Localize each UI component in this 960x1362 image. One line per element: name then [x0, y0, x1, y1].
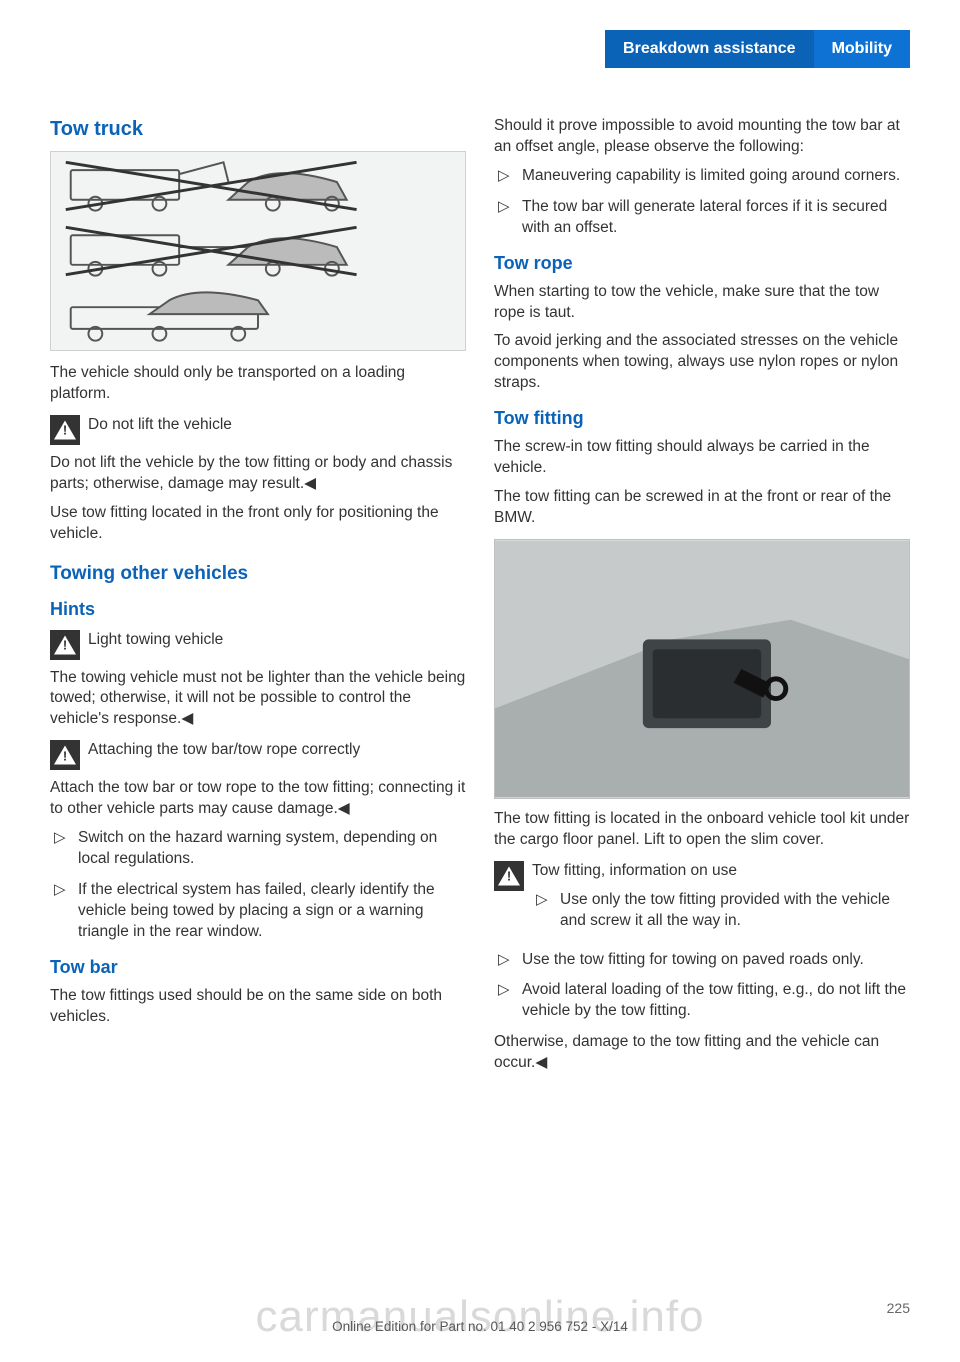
- warning-title: Light towing vehicle: [88, 630, 466, 651]
- list-item: If the electrical system has failed, cle…: [54, 880, 466, 943]
- paragraph: The screw-in tow fitting should always b…: [494, 437, 910, 479]
- warning-icon: [50, 740, 80, 770]
- hints-list: Switch on the hazard warning system, dep…: [50, 828, 466, 943]
- list-item: The tow bar will generate lateral forces…: [498, 197, 910, 239]
- paragraph: The tow fitting is located in the onboar…: [494, 809, 910, 851]
- warning-body: Attach the tow bar or tow rope to the to…: [50, 778, 466, 820]
- tow-fitting-list-cont: Use the tow fitting for towing on paved …: [494, 950, 910, 1023]
- warning-title: Attaching the tow bar/tow rope correctly: [88, 740, 466, 761]
- page-number: 225: [887, 1300, 910, 1316]
- heading-hints: Hints: [50, 599, 466, 620]
- warning-icon: [50, 630, 80, 660]
- heading-tow-rope: Tow rope: [494, 253, 910, 274]
- footer-line: Online Edition for Part no. 01 40 2 956 …: [0, 1319, 960, 1334]
- list-item: Use only the tow fitting provided with t…: [536, 890, 910, 932]
- towing-methods-illustration: [50, 151, 466, 351]
- warning-attach-tow: Attaching the tow bar/tow rope correctly: [50, 740, 466, 770]
- page: Breakdown assistance Mobility Tow truck: [0, 0, 960, 1362]
- header: Breakdown assistance Mobility: [50, 0, 910, 68]
- paragraph: Use tow fitting located in the front onl…: [50, 503, 466, 545]
- paragraph: Otherwise, damage to the tow fitting and…: [494, 1032, 910, 1074]
- left-column: Tow truck: [50, 108, 466, 1082]
- paragraph: When starting to tow the vehicle, make s…: [494, 282, 910, 324]
- paragraph: The tow fittings used should be on the s…: [50, 986, 466, 1028]
- warning-light-towing: Light towing vehicle: [50, 630, 466, 660]
- content-columns: Tow truck: [50, 108, 910, 1082]
- warning-title: Tow fitting, information on use: [532, 861, 910, 882]
- list-item: Use the tow fitting for towing on paved …: [498, 950, 910, 971]
- tow-fitting-list: Use only the tow fitting provided with t…: [532, 890, 910, 932]
- heading-tow-bar: Tow bar: [50, 957, 466, 978]
- list-item: Maneuvering capability is limited going …: [498, 166, 910, 187]
- warning-icon: [494, 861, 524, 891]
- heading-towing-other: Towing other vehicles: [50, 563, 466, 585]
- tow-fitting-photo: [494, 539, 910, 799]
- paragraph: To avoid jerking and the associated stre…: [494, 331, 910, 394]
- right-column: Should it prove impossible to avoid moun…: [494, 108, 910, 1082]
- paragraph: The vehicle should only be transported o…: [50, 363, 466, 405]
- breadcrumb-section: Breakdown assistance: [605, 30, 814, 68]
- list-item: Avoid lateral loading of the tow fitting…: [498, 980, 910, 1022]
- paragraph: The tow fitting can be screwed in at the…: [494, 487, 910, 529]
- offset-list: Maneuvering capability is limited going …: [494, 166, 910, 239]
- heading-tow-truck: Tow truck: [50, 118, 466, 141]
- warning-body: Do not lift the vehicle by the tow fitti…: [50, 453, 466, 495]
- warning-body: The towing vehicle must not be lighter t…: [50, 668, 466, 731]
- warning-title: Do not lift the vehicle: [88, 415, 466, 436]
- warning-icon: [50, 415, 80, 445]
- warning-do-not-lift: Do not lift the vehicle: [50, 415, 466, 445]
- breadcrumb-chapter: Mobility: [814, 30, 910, 68]
- warning-tow-fitting-use: Tow fitting, information on use Use only…: [494, 861, 910, 942]
- watermark: carmanualsonline.info: [255, 1292, 704, 1342]
- heading-tow-fitting: Tow fitting: [494, 408, 910, 429]
- paragraph: Should it prove impossible to avoid moun…: [494, 116, 910, 158]
- list-item: Switch on the hazard warning system, dep…: [54, 828, 466, 870]
